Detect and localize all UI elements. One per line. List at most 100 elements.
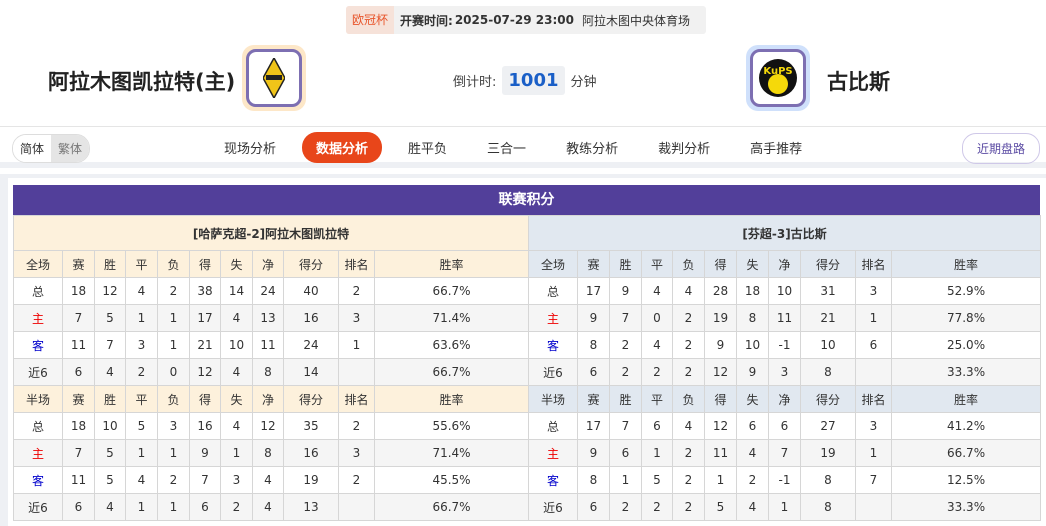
cell: 6 bbox=[768, 412, 801, 440]
cell: 3 bbox=[855, 412, 892, 440]
cell: 7 bbox=[189, 466, 221, 494]
table-row: 总 17 7 6 4 12 6 6 27 3 41.2% bbox=[528, 412, 1042, 440]
header-row: 半场赛胜平负得失净得分 排名 胜率 bbox=[528, 385, 1042, 413]
row-label: 客 bbox=[528, 466, 578, 494]
cell: 2 bbox=[338, 466, 375, 494]
tab-6[interactable]: 高手推荐 bbox=[750, 142, 803, 157]
cell: 35 bbox=[283, 412, 339, 440]
column-header: 平 bbox=[125, 385, 158, 413]
cell: 28 bbox=[704, 277, 737, 305]
competition-badge[interactable]: 欧冠杯 bbox=[346, 6, 395, 34]
cell: 3 bbox=[855, 277, 892, 305]
column-header: 净 bbox=[252, 385, 284, 413]
cell: 1 bbox=[338, 331, 375, 359]
cell: 5 bbox=[94, 466, 126, 494]
cell: 18 bbox=[62, 277, 95, 305]
cell: 2 bbox=[641, 358, 673, 386]
cell: 5 bbox=[94, 304, 126, 332]
recent-trends-button[interactable]: 近期盘路 bbox=[961, 133, 1040, 164]
cell: 6 bbox=[189, 493, 221, 521]
column-header: 胜 bbox=[94, 250, 126, 278]
tab-5[interactable]: 裁判分析 bbox=[658, 142, 711, 157]
table-row: 总 18 10 5 3 16 4 12 35 2 55.6% bbox=[13, 412, 530, 440]
cell: 10 bbox=[736, 331, 769, 359]
column-header: 排名 bbox=[855, 385, 892, 413]
table-row: 近6 6 4 2 0 12 4 8 14 66.7% bbox=[13, 358, 530, 386]
cell: 1 bbox=[641, 439, 673, 467]
cell: 2 bbox=[672, 493, 705, 521]
cell: 3 bbox=[220, 466, 253, 494]
away-team-logo[interactable]: KuPS bbox=[746, 45, 810, 111]
cell: 5 bbox=[704, 493, 737, 521]
cell: 3 bbox=[157, 412, 190, 440]
tab-0[interactable]: 现场分析 bbox=[224, 142, 277, 157]
cell bbox=[338, 358, 375, 386]
cell: 4 bbox=[641, 331, 673, 359]
tab-2[interactable]: 胜平负 bbox=[408, 142, 448, 157]
cell: 2 bbox=[672, 304, 705, 332]
row-label: 主 bbox=[528, 439, 578, 467]
lang-traditional[interactable]: 繁体 bbox=[51, 135, 90, 162]
cell: 8 bbox=[800, 493, 856, 521]
row-label: 客 bbox=[13, 466, 63, 494]
cell: 9 bbox=[577, 439, 610, 467]
cell: 66.7% bbox=[373, 493, 530, 521]
cell: 1 bbox=[609, 466, 642, 494]
cell: 55.6% bbox=[373, 412, 530, 440]
kups-crest-icon: KuPS bbox=[759, 59, 797, 97]
column-header: 赛 bbox=[577, 385, 610, 413]
column-header: 得 bbox=[189, 250, 221, 278]
column-header: 失 bbox=[736, 250, 769, 278]
column-header: 失 bbox=[220, 385, 253, 413]
table-row: 主 7 5 1 1 9 1 8 16 3 71.4% bbox=[13, 439, 530, 467]
cell: 10 bbox=[800, 331, 856, 359]
column-header: 得 bbox=[704, 385, 737, 413]
away-team-name[interactable]: 古比斯 bbox=[827, 70, 890, 94]
cell: 8 bbox=[736, 304, 769, 332]
cell: 1 bbox=[768, 493, 801, 521]
cell: 71.4% bbox=[373, 439, 530, 467]
lang-simplified[interactable]: 简体 bbox=[13, 135, 52, 162]
table-row: 主 9 7 0 2 19 8 11 21 1 77.8% bbox=[528, 304, 1042, 332]
column-header: 排名 bbox=[338, 250, 375, 278]
cell: -1 bbox=[768, 331, 801, 359]
cell: 1 bbox=[855, 439, 892, 467]
cell: 4 bbox=[252, 466, 284, 494]
table-row: 近6 6 4 1 1 6 2 4 13 66.7% bbox=[13, 493, 530, 521]
cell: 17 bbox=[577, 412, 610, 440]
home-team-name[interactable]: 阿拉木图凯拉特(主) bbox=[48, 70, 236, 94]
cell: 11 bbox=[62, 466, 95, 494]
cell: 7 bbox=[768, 439, 801, 467]
tab-1[interactable]: 数据分析 bbox=[302, 132, 383, 163]
cell: 2 bbox=[672, 358, 705, 386]
tab-4[interactable]: 教练分析 bbox=[566, 142, 619, 157]
cell: 14 bbox=[283, 358, 339, 386]
cell: 2 bbox=[672, 331, 705, 359]
cell: 4 bbox=[94, 493, 126, 521]
table-row: 主 9 6 1 2 11 4 7 19 1 66.7% bbox=[528, 439, 1042, 467]
countdown-label: 倒计时: bbox=[453, 75, 497, 90]
cell: 4 bbox=[220, 358, 253, 386]
column-header: 胜率 bbox=[890, 385, 1042, 413]
row-label: 近6 bbox=[13, 358, 63, 386]
row-label: 主 bbox=[13, 304, 63, 332]
column-header: 负 bbox=[672, 250, 705, 278]
cell: 11 bbox=[704, 439, 737, 467]
cell: 40 bbox=[283, 277, 339, 305]
cell: 7 bbox=[609, 304, 642, 332]
cell: 2 bbox=[157, 466, 190, 494]
cell: 8 bbox=[252, 358, 284, 386]
column-header: 平 bbox=[641, 385, 673, 413]
row-label: 主 bbox=[13, 439, 63, 467]
language-toggle[interactable]: 简体 繁体 bbox=[12, 134, 91, 163]
cell: 0 bbox=[641, 304, 673, 332]
cell: 1 bbox=[157, 493, 190, 521]
cell: 8 bbox=[800, 358, 856, 386]
tab-3[interactable]: 三合一 bbox=[487, 142, 527, 157]
cell: 1 bbox=[220, 439, 253, 467]
cell: 27 bbox=[800, 412, 856, 440]
home-team-logo[interactable] bbox=[242, 45, 306, 111]
cell: 0 bbox=[157, 358, 190, 386]
cell: 7 bbox=[62, 439, 95, 467]
kickoff-label: 开赛时间: bbox=[400, 13, 453, 28]
